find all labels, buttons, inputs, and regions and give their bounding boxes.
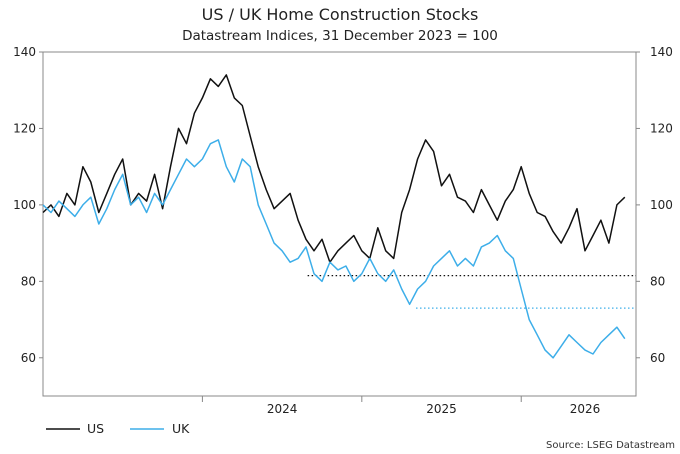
- chart-subtitle: Datastream Indices, 31 December 2023 = 1…: [182, 28, 498, 44]
- y-axis-right: 60 80 100 120 140: [636, 45, 673, 365]
- y-tick-label-right: 100: [650, 198, 673, 212]
- y-tick-label-right: 140: [650, 45, 673, 59]
- source-note: Source: LSEG Datastream: [546, 440, 675, 451]
- series-line-uk: [42, 139, 626, 359]
- y-tick-label-right: 80: [650, 274, 665, 288]
- series-lines: [42, 74, 626, 359]
- x-year-label: 2025: [426, 402, 457, 416]
- legend-label-us: US: [87, 421, 104, 436]
- series-line-us: [42, 74, 626, 263]
- y-tick-label-left: 100: [13, 198, 36, 212]
- y-tick-label-left: 60: [21, 351, 36, 365]
- y-tick-label-left: 80: [21, 274, 36, 288]
- chart-title: US / UK Home Construction Stocks: [202, 5, 479, 24]
- x-year-label: 2026: [570, 402, 601, 416]
- y-tick-label-left: 140: [13, 45, 36, 59]
- y-tick-label-right: 60: [650, 351, 665, 365]
- plot-frame: [42, 51, 637, 397]
- legend: US UK: [46, 421, 190, 436]
- x-year-label: 2024: [267, 402, 298, 416]
- y-axis-left: 60 80 100 120 140: [13, 45, 43, 365]
- reference-lines: [307, 274, 636, 309]
- y-tick-label-left: 120: [13, 121, 36, 135]
- x-axis: 2024 2025 2026: [201, 396, 601, 416]
- y-tick-label-right: 120: [650, 121, 673, 135]
- legend-label-uk: UK: [172, 421, 190, 436]
